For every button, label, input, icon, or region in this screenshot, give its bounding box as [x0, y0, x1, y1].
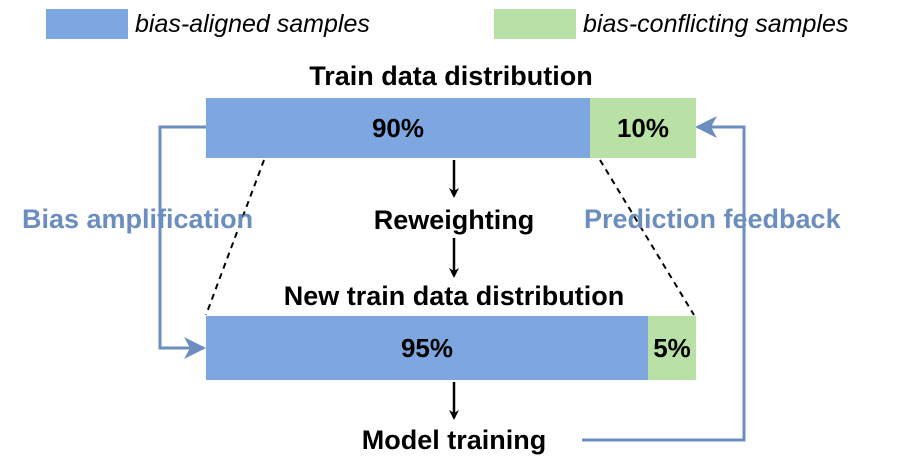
legend-swatch-conflicting	[494, 9, 576, 39]
model-training-label: Model training	[361, 425, 547, 455]
dashed-guide-right	[599, 159, 695, 316]
train-conflicting-segment: 10%	[590, 98, 696, 158]
new-train-distribution-title: New train data distribution	[283, 281, 625, 311]
bias-amplification-label: Bias amplification	[22, 204, 254, 234]
new-aligned-percent: 95%	[400, 332, 454, 363]
new-aligned-segment: 95%	[206, 316, 648, 380]
train-aligned-segment: 90%	[206, 98, 590, 158]
legend-swatch-aligned	[46, 9, 128, 39]
bias-amplification-arrow	[158, 125, 206, 359]
train-distribution-title: Train data distribution	[309, 61, 593, 91]
dashed-guide-left	[205, 159, 265, 316]
new-conflicting-percent: 5%	[653, 332, 691, 363]
legend-label-conflicting: bias-conflicting samples	[583, 10, 849, 38]
train-aligned-percent: 90%	[371, 112, 425, 143]
train-conflicting-percent: 10%	[616, 112, 670, 143]
new-conflicting-segment: 5%	[648, 316, 696, 380]
reweighting-label: Reweighting	[373, 205, 535, 235]
legend-label-aligned: bias-aligned samples	[135, 10, 370, 38]
prediction-feedback-arrow	[582, 116, 746, 442]
prediction-feedback-label: Prediction feedback	[584, 204, 841, 234]
